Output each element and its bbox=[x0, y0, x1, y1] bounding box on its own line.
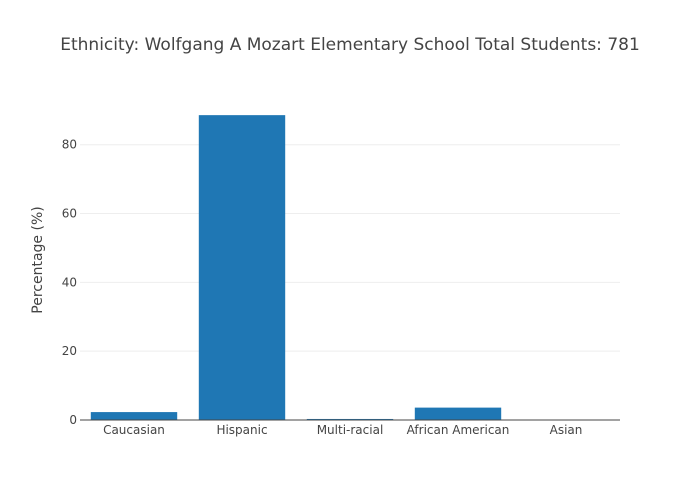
y-axis-ticks: 0 20 40 60 80 bbox=[62, 138, 77, 427]
bar-caucasian[interactable] bbox=[90, 412, 178, 420]
x-tick-label: Asian bbox=[550, 423, 583, 437]
chart-title: Ethnicity: Wolfgang A Mozart Elementary … bbox=[60, 35, 640, 55]
gridlines bbox=[80, 144, 620, 352]
bars bbox=[90, 115, 610, 421]
y-tick-label: 20 bbox=[62, 344, 77, 358]
x-tick-label: Multi-racial bbox=[317, 423, 384, 437]
x-tick-label: African American bbox=[407, 423, 510, 437]
x-axis-ticks: Caucasian Hispanic Multi-racial African Ame… bbox=[103, 423, 582, 437]
y-tick-label: 40 bbox=[62, 275, 77, 289]
y-tick-label: 80 bbox=[62, 138, 77, 152]
bar-african-american[interactable] bbox=[414, 407, 502, 420]
x-tick-label: Hispanic bbox=[216, 423, 267, 437]
y-tick-label: 0 bbox=[69, 413, 77, 427]
x-tick-label: Caucasian bbox=[103, 423, 165, 437]
bar-hispanic[interactable] bbox=[198, 115, 286, 421]
y-axis-title: Percentage (%) bbox=[30, 206, 46, 313]
y-tick-label: 60 bbox=[62, 207, 77, 221]
bar-multi-racial[interactable] bbox=[306, 418, 394, 420]
